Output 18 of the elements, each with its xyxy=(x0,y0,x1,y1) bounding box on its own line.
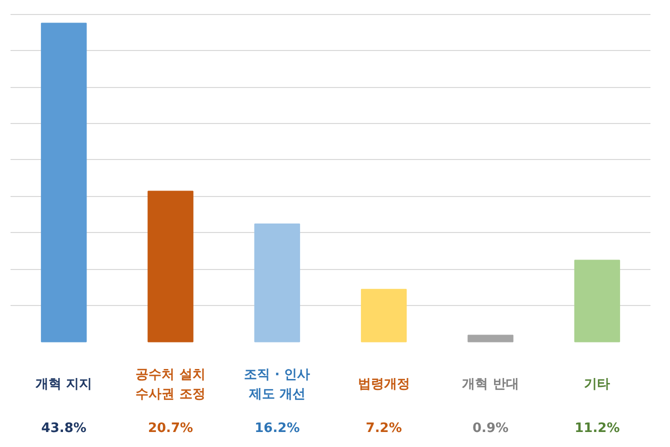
bar xyxy=(468,334,514,342)
data-label: 16.2% xyxy=(254,421,300,436)
x-tick-label: 개혁 반대 xyxy=(462,377,519,392)
bar xyxy=(574,260,620,342)
data-label: 20.7% xyxy=(148,421,194,436)
data-label: 7.2% xyxy=(366,421,402,436)
bar xyxy=(40,22,87,342)
bar xyxy=(148,190,194,342)
bar xyxy=(360,288,407,342)
x-tick-label: 법령개정 xyxy=(358,377,410,392)
x-tick-label: 공수처 설치 수사권 조정 xyxy=(136,367,206,402)
bar xyxy=(254,223,300,342)
x-tick-label: 조직 · 인사 제도 개선 xyxy=(244,367,310,402)
x-tick-label: 기타 xyxy=(584,377,610,392)
data-label: 43.8% xyxy=(41,421,86,436)
data-label: 0.9% xyxy=(472,421,509,436)
x-tick-label: 개혁 지지 xyxy=(36,377,92,392)
data-label: 11.2% xyxy=(574,421,620,436)
